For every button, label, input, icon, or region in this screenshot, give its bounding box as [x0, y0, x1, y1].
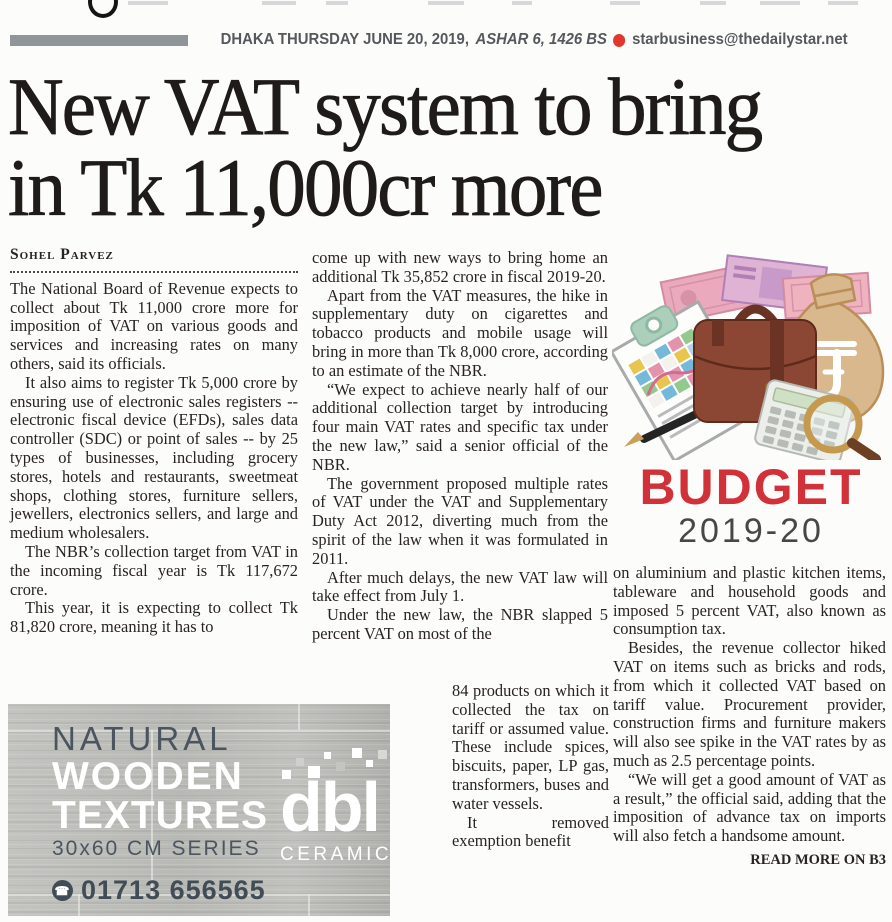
brand-word-ceramics: CERAMICS	[280, 844, 390, 865]
masthead-fragment-bar	[428, 1, 464, 5]
dotted-rule	[10, 270, 298, 273]
masthead-fragment-bar	[512, 1, 532, 5]
tile-grout-line	[298, 704, 300, 730]
article-column-3: on aluminium and plastic kitchen items, …	[613, 563, 886, 870]
budget-year: 2019-20	[678, 512, 824, 550]
masthead-fragment-bar	[760, 1, 800, 5]
tile-grout-line	[151, 730, 153, 894]
ad-line-series: 30x60 CM SERIES	[52, 837, 261, 860]
masthead-fragment-bar	[828, 1, 858, 5]
logo-pixel-dot	[366, 760, 373, 767]
paragraph: This year, it is expecting to collect Tk…	[10, 598, 298, 637]
dateline-text: DHAKA THURSDAY JUNE 20, 2019,	[220, 31, 469, 48]
brand-wordmark: dbl	[280, 768, 381, 846]
ad-phone-number: 01713 656565	[81, 875, 266, 905]
paragraph: Apart from the VAT measures, the hike in…	[312, 285, 608, 380]
masthead-fragment-bar	[128, 1, 168, 5]
budget-title: BUDGET	[639, 459, 863, 515]
logo-pixel-dot	[282, 770, 291, 779]
tile-grout-line	[308, 894, 310, 916]
article-column-2: come up with new ways to bring home an a…	[312, 248, 608, 644]
paragraph: The government proposed multiple rates o…	[312, 473, 608, 568]
divider-left	[10, 34, 188, 46]
tile-grout-line	[78, 894, 80, 916]
headline: New VAT system to bring in Tk 11,000cr m…	[8, 61, 839, 233]
masthead-fragment-bar	[610, 1, 640, 5]
article-column-2-narrow: 84 products on which it collected the ta…	[452, 681, 609, 851]
masthead-fragment-bar	[262, 1, 296, 5]
ad-line-textures: TEXTURES	[52, 794, 269, 837]
paragraph: It removed exemption benefit	[452, 812, 609, 851]
section-email: starbusiness@thedailystar.net	[631, 31, 848, 48]
phone-icon: ☎	[52, 880, 73, 901]
date-bar: DHAKA THURSDAY JUNE 20, 2019, ASHAR 6, 1…	[10, 31, 880, 49]
paragraph: Under the new law, the NBR slapped 5 per…	[312, 605, 608, 643]
headline-line-1: New VAT system to bring	[8, 61, 764, 152]
budget-graphic: BUDGET 2019-20	[612, 248, 890, 560]
paragraph: After much delays, the new VAT law will …	[312, 567, 608, 606]
paragraph: The National Board of Revenue expects to…	[10, 278, 298, 373]
ad-copy: NATURAL WOODEN TEXTURES 30x60 CM SERIES …	[52, 720, 268, 906]
budget-illustration	[612, 254, 885, 460]
paragraph: come up with new ways to bring home an a…	[312, 248, 608, 286]
ad-line-wooden: WOODEN	[52, 755, 244, 798]
logo-pixel-dot	[296, 758, 304, 766]
logo-pixel-dot	[336, 762, 345, 771]
paragraph: “We expect to achieve nearly half of our…	[312, 379, 608, 474]
tile-grout-line	[8, 894, 390, 896]
dbl-ceramics-logo: dbl CERAMICS	[280, 744, 390, 866]
logo-pixel-dot	[378, 750, 387, 759]
logo-pixel-dot	[324, 752, 331, 759]
article-column-1: Sohel Parvez The National Board of Reven…	[10, 246, 298, 637]
ad-line-natural: NATURAL	[52, 720, 232, 757]
ceramics-advertisement[interactable]: NATURAL WOODEN TEXTURES 30x60 CM SERIES …	[8, 704, 390, 916]
masthead-fragment-bar	[700, 1, 726, 5]
masthead-fragment-bar	[326, 1, 348, 5]
paragraph: on aluminium and plastic kitchen items, …	[613, 563, 886, 639]
paragraph: It also aims to register Tk 5,000 crore …	[10, 372, 298, 543]
red-dot-icon	[613, 33, 626, 47]
paragraph: The NBR’s collection target from VAT in …	[10, 541, 298, 599]
read-more-link[interactable]: READ MORE ON B3	[750, 851, 886, 868]
masthead-letter-fragment	[88, 0, 118, 18]
headline-line-2: in Tk 11,000cr more	[8, 142, 604, 233]
paragraph: Besides, the revenue collector hiked VAT…	[613, 638, 886, 770]
byline: Sohel Parvez	[10, 246, 114, 263]
magnifying-glass-icon	[803, 394, 881, 460]
logo-pixel-dot	[352, 748, 362, 758]
paragraph: “We will get a good amount of VAT as a r…	[613, 769, 886, 846]
paragraph: 84 products on which it collected the ta…	[452, 681, 609, 813]
logo-pixel-dot	[308, 766, 320, 778]
bengali-calendar-date: ASHAR 6, 1426 BS	[475, 31, 607, 48]
tile-grout-line	[8, 730, 390, 732]
